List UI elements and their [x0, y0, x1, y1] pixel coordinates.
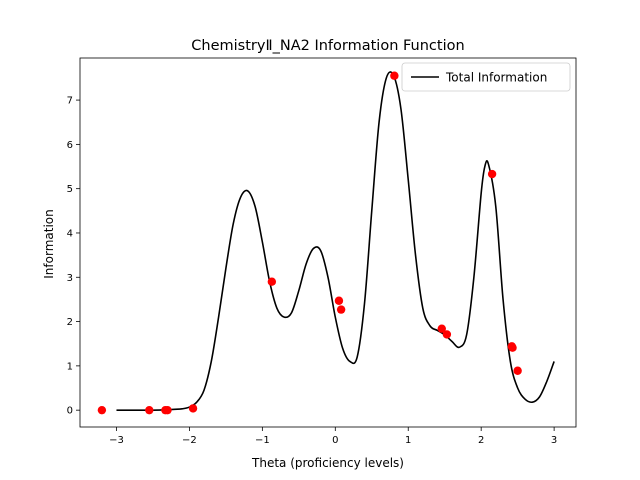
y-tick-label: 6 — [67, 140, 73, 151]
data-point — [508, 343, 517, 352]
x-tick-label: −1 — [255, 435, 270, 446]
x-tick-label: 3 — [551, 435, 557, 446]
y-tick-label: 1 — [67, 361, 73, 372]
x-tick-label: −3 — [109, 435, 124, 446]
data-point — [513, 366, 522, 375]
y-tick-label: 0 — [67, 406, 73, 417]
y-tick-label: 4 — [67, 228, 73, 239]
chart-title: ChemistryⅡ_NA2 Information Function — [191, 38, 464, 54]
data-point — [145, 405, 154, 415]
data-point — [97, 405, 107, 415]
y-tick-label: 7 — [67, 96, 73, 107]
y-tick-label: 3 — [67, 273, 73, 284]
x-tick-label: −2 — [182, 435, 197, 446]
plot-area: −3 −2 −1 0 1 2 3 0 1 2 3 4 5 6 7 Total Information — [67, 57, 577, 446]
data-point — [336, 305, 346, 314]
y-tick-label: 5 — [67, 184, 73, 195]
legend-box — [401, 62, 571, 92]
data-point — [442, 330, 452, 339]
data-point — [267, 277, 277, 286]
data-point — [163, 405, 172, 415]
x-axis-label: Theta (proficiency levels) — [251, 456, 404, 470]
series-line-total-information — [116, 71, 555, 412]
data-point — [390, 71, 399, 80]
x-tick-label: 1 — [405, 435, 411, 446]
x-tick-label: 0 — [332, 435, 338, 446]
axes-frame — [79, 57, 577, 428]
data-point — [188, 404, 198, 413]
y-tick-label: 2 — [67, 317, 73, 328]
x-tick-label: 2 — [478, 435, 484, 446]
data-point — [437, 324, 446, 333]
data-point — [334, 296, 344, 305]
y-axis-label: Information — [42, 209, 56, 278]
data-point — [487, 169, 497, 179]
legend-label-total-information: Total Information — [445, 71, 547, 85]
